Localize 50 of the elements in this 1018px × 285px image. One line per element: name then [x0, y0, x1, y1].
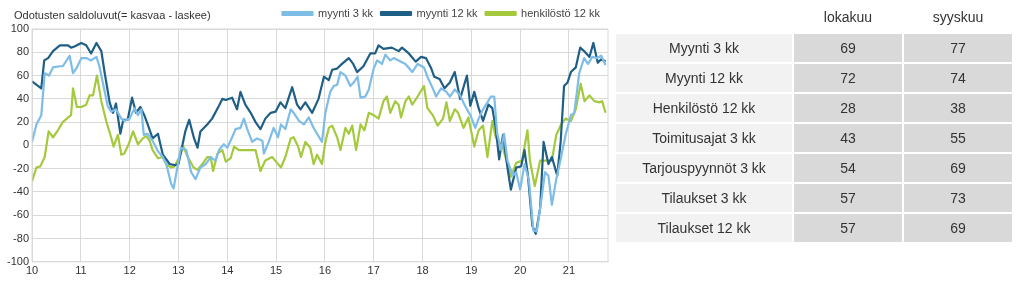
category-label: Tarjouspyynnöt 3 kk — [616, 154, 792, 182]
series-label: lokakuu — [822, 8, 874, 27]
data-label: 38 — [904, 94, 1012, 122]
y-tick-label: 60 — [16, 68, 30, 81]
data-label: 43 — [794, 124, 902, 152]
x-tick-label: 11 — [75, 264, 87, 277]
data-label: 77 — [904, 34, 1012, 62]
y-tick-label: 0 — [22, 138, 30, 151]
data-label: 55 — [904, 124, 1012, 152]
y-tick-label: -100 — [6, 254, 30, 267]
y-tick-label: 100 — [10, 22, 30, 35]
y-tick-label: -40 — [13, 184, 30, 197]
data-label: 57 — [794, 184, 902, 212]
category-label: Henkilöstö 12 kk — [616, 94, 792, 122]
data-label: 28 — [794, 94, 902, 122]
x-tick-label: 14 — [221, 264, 234, 277]
category-label: Tilaukset 12 kk — [616, 214, 792, 242]
series-label: syyskuu — [931, 8, 985, 27]
legend-label: myynti 3 kk — [317, 6, 374, 19]
legend-label: henkilöstö 12 kk — [521, 6, 601, 19]
x-tick-label: 12 — [123, 264, 136, 277]
category-label: Myynti 12 kk — [616, 64, 792, 92]
x-tick-label: 18 — [416, 264, 429, 277]
category-label: Tilaukset 3 kk — [616, 184, 792, 212]
y-tick-label: 80 — [16, 45, 30, 58]
y-tick-label: -20 — [13, 161, 30, 174]
data-label: 73 — [904, 184, 1012, 212]
data-label: 57 — [794, 214, 902, 242]
y-tick-label: -60 — [13, 208, 30, 221]
x-tick-label: 16 — [318, 264, 332, 277]
data-label: 72 — [794, 64, 902, 92]
data-label: 74 — [904, 64, 1012, 92]
x-tick-label: 20 — [514, 264, 527, 277]
y-tick-label: 20 — [16, 115, 30, 128]
x-tick-label: 15 — [269, 264, 283, 277]
x-tick-label: 17 — [367, 264, 380, 277]
x-tick-label: 10 — [25, 264, 39, 277]
y-tick-label: 40 — [16, 91, 30, 104]
data-label: 69 — [904, 214, 1012, 242]
data-label: 69 — [794, 34, 902, 62]
x-tick-label: 21 — [562, 264, 576, 277]
category-label: Myynti 3 kk — [616, 34, 792, 62]
x-tick-label: 19 — [465, 264, 478, 277]
chart-title: Odotusten saldoluvut(= kasvaa - laskee) — [14, 9, 211, 21]
y-tick-label: -80 — [13, 231, 30, 244]
x-tick-label: 13 — [172, 264, 185, 277]
data-label: 69 — [904, 154, 1012, 182]
data-label: 54 — [794, 154, 902, 182]
legend-label: myynti 12 kk — [416, 6, 479, 19]
category-label: Toimitusajat 3 kk — [616, 124, 792, 152]
